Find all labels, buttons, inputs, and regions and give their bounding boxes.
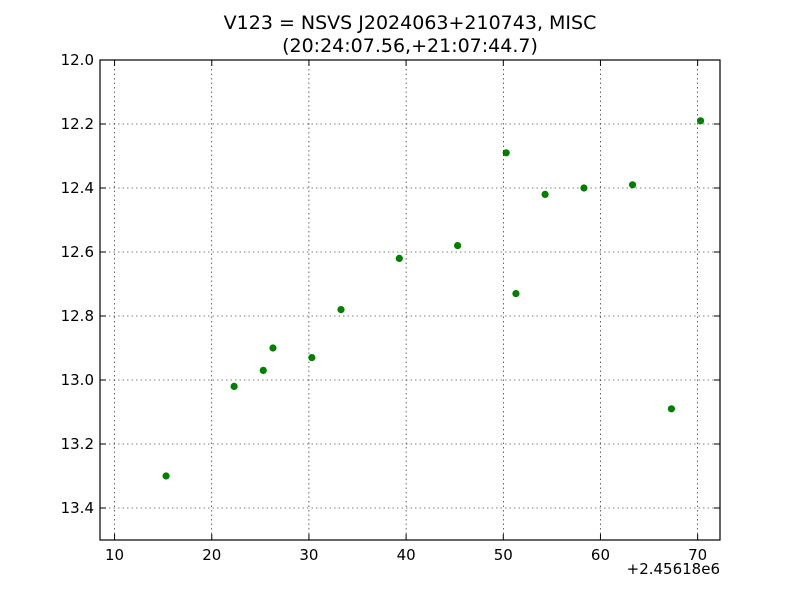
y-tick-label: 12.0 <box>61 51 94 69</box>
plot-frame <box>99 59 721 541</box>
data-point <box>230 382 238 390</box>
x-tick-label: 20 <box>202 546 221 564</box>
data-point <box>696 117 705 125</box>
y-tick-label: 12.4 <box>61 179 94 197</box>
data-point <box>269 344 277 352</box>
x-tick-label: 60 <box>591 546 610 564</box>
chart-subtitle: (20:24:07.56,+21:07:44.7) <box>282 35 538 57</box>
data-point <box>667 405 676 413</box>
y-tick-label: 12.6 <box>61 243 94 261</box>
tick-labels: 10 20 30 40 50 60 70 12.0 12.2 12.4 12.6 12.8 13.0 13… <box>61 51 708 564</box>
y-tick-label: 13.0 <box>61 371 94 389</box>
data-point <box>395 254 403 262</box>
data-point <box>454 242 462 250</box>
y-tick-label: 13.2 <box>61 435 94 453</box>
x-tick-label: 30 <box>299 546 318 564</box>
x-tick-label: 50 <box>494 546 513 564</box>
data-point <box>502 149 510 157</box>
data-point <box>308 354 316 362</box>
x-tick-label: 70 <box>688 546 707 564</box>
data-points <box>162 117 705 480</box>
data-point <box>628 181 637 189</box>
y-tick-label: 13.4 <box>61 499 94 517</box>
x-tick-label: 10 <box>105 546 124 564</box>
data-point <box>512 290 520 298</box>
data-point <box>580 184 588 192</box>
x-tick-label: 40 <box>397 546 416 564</box>
x-offset-label: +2.45618e6 <box>627 560 720 578</box>
data-point <box>337 306 345 314</box>
data-point <box>162 472 170 480</box>
axis-ticks <box>100 59 720 540</box>
data-point <box>259 366 267 374</box>
y-tick-label: 12.2 <box>61 115 94 133</box>
y-tick-label: 12.8 <box>61 307 94 325</box>
grid <box>100 59 720 540</box>
data-point <box>541 190 549 198</box>
chart-title: V123 = NSVS J2024063+210743, MISC <box>224 12 597 34</box>
